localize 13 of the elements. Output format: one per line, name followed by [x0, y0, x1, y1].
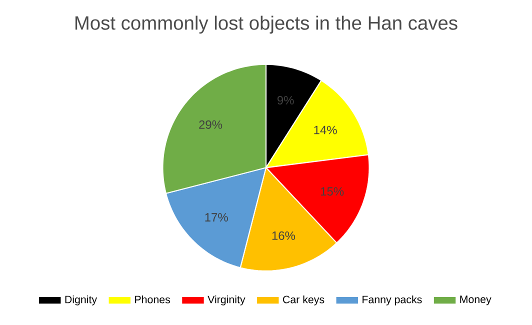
chart-title: Most commonly lost objects in the Han caves — [75, 16, 458, 34]
legend-label: Fanny packs — [362, 295, 422, 306]
legend-label: Money — [460, 296, 492, 306]
legend-label: Car keys — [283, 295, 324, 306]
data-label: 15% — [320, 187, 344, 196]
legend-label: Dignity — [65, 295, 98, 306]
data-label: 16% — [272, 231, 296, 240]
data-label: 29% — [199, 120, 222, 129]
legend-label: Phones — [135, 295, 170, 304]
data-label: 17% — [205, 213, 228, 222]
data-label: 9% — [277, 96, 294, 104]
legend-label: Virginity — [208, 295, 246, 306]
data-label: 14% — [314, 126, 337, 134]
